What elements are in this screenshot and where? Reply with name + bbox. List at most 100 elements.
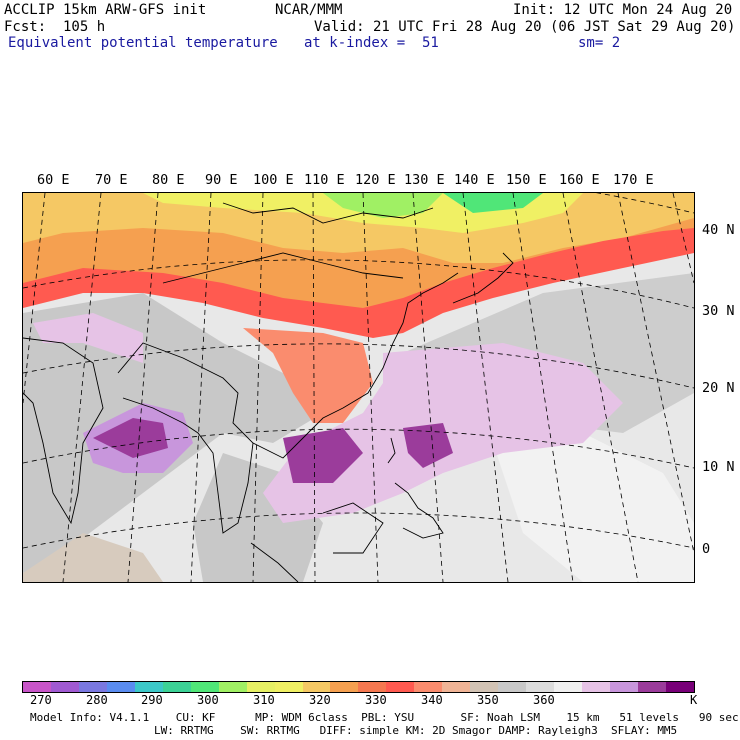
colorbar-tick-label: 290: [141, 693, 163, 707]
colorbar-swatch: [610, 682, 638, 692]
colorbar-swatch: [526, 682, 555, 692]
model-info-line2: LW: RRTMG SW: RRTMG DIFF: simple KM: 2D …: [154, 724, 678, 737]
colorbar-swatch: [23, 682, 51, 692]
lon-label: 60 E: [37, 172, 70, 188]
colorbar-swatch: [218, 682, 247, 692]
lat-label: 10 N: [702, 459, 735, 475]
china-coast: [252, 272, 459, 459]
border: [222, 202, 434, 224]
lon-line: [617, 193, 694, 554]
colorbar-unit-label: K: [690, 693, 698, 707]
map-panel: [22, 192, 695, 583]
lon-label: 140 E: [454, 172, 495, 188]
lon-line: [252, 193, 264, 582]
colorbar-swatch: [442, 682, 471, 692]
colorbar-swatch: [637, 682, 666, 692]
borneo-coast: [322, 502, 384, 554]
colorbar-tick-label: 280: [86, 693, 108, 707]
colorbar-tick-label: 360: [533, 693, 555, 707]
gray-350-region: [23, 293, 363, 573]
colorbar-tick-label: 270: [30, 693, 52, 707]
lon-line: [127, 193, 159, 582]
valid-time: Valid: 21 UTC Fri 28 Aug 20 (06 JST Sat …: [314, 19, 736, 35]
moist-region-360: [33, 313, 143, 363]
colorbar: [22, 681, 695, 693]
lon-line: [190, 193, 212, 582]
level-label: at k-index = 51: [304, 35, 439, 51]
lon-line: [512, 193, 574, 582]
lon-line: [312, 193, 316, 582]
colorbar-swatch: [162, 682, 191, 692]
philippines-south: [394, 482, 444, 539]
colorbar-swatch: [582, 682, 611, 692]
colorbar-swatch: [106, 682, 135, 692]
light-region: [493, 433, 694, 582]
lat-label: 30 N: [702, 303, 735, 319]
colorbar-swatch: [665, 682, 694, 692]
cool-patch-290: [443, 193, 543, 213]
lon-line: [62, 193, 102, 582]
colorbar-swatch: [190, 682, 219, 692]
colorbar-swatch: [246, 682, 275, 692]
lon-label: 130 E: [404, 172, 445, 188]
lat-line: [23, 343, 694, 389]
graticule: [23, 193, 694, 582]
colorbar-swatch: [358, 682, 387, 692]
colorbar-swatch: [330, 682, 359, 692]
lon-label: 90 E: [205, 172, 238, 188]
gray-350-region: [403, 273, 694, 433]
moist-core-380: [283, 428, 363, 483]
lat-line: [595, 193, 694, 214]
forecast-hour: Fcst: 105 h: [4, 19, 106, 35]
smoothing-label: sm= 2: [578, 35, 621, 51]
lon-label: 110 E: [304, 172, 345, 188]
model-title: ACCLIP 15km ARW-GFS init: [4, 2, 207, 18]
lon-label: 80 E: [152, 172, 185, 188]
lat-line: [23, 512, 694, 549]
lat-line: [23, 428, 694, 469]
colorbar-swatch: [414, 682, 443, 692]
colorbar-swatch: [134, 682, 163, 692]
philippines-coast: [387, 437, 396, 464]
coastlines: [23, 202, 514, 582]
lon-label: 150 E: [506, 172, 547, 188]
lon-label: 100 E: [253, 172, 294, 188]
lon-label: 70 E: [95, 172, 128, 188]
lon-label: 170 E: [613, 172, 654, 188]
lon-line: [412, 193, 444, 582]
model-info-line1: Model Info: V4.1.1 CU: KF MP: WDM 6class…: [30, 711, 739, 724]
lon-line: [23, 193, 46, 404]
theta-e-field-map: [23, 193, 694, 582]
india-coast: [23, 337, 104, 525]
lat-label: 20 N: [702, 380, 735, 396]
colorbar-swatch: [78, 682, 107, 692]
japan-coast: [452, 252, 514, 304]
colorbar-swatch: [302, 682, 331, 692]
lon-line: [362, 193, 379, 582]
lat-label: 40 N: [702, 222, 735, 238]
tan-region: [23, 533, 163, 582]
border: [162, 252, 404, 284]
lon-line: [562, 193, 639, 582]
colorbar-tick-label: 320: [309, 693, 331, 707]
sumatra-coast: [250, 542, 299, 582]
field-name: Equivalent potential temperature: [8, 35, 278, 51]
cool-patch-300: [323, 193, 443, 218]
colorbar-swatch: [554, 682, 583, 692]
colorbar-swatch: [274, 682, 303, 692]
lon-line: [672, 193, 694, 284]
colorbar-swatch: [498, 682, 527, 692]
lat-line: [23, 259, 694, 309]
colorbar-tick-label: 350: [477, 693, 499, 707]
colorbar-tick-label: 340: [421, 693, 443, 707]
lon-label: 160 E: [559, 172, 600, 188]
lat-label: 0: [702, 541, 711, 557]
institution-label: NCAR/MMM: [275, 2, 343, 18]
bay-of-bengal-coast: [117, 342, 254, 534]
moist-core-380: [403, 423, 453, 468]
colorbar-swatch: [386, 682, 415, 692]
colorbar-swatch: [470, 682, 499, 692]
lon-label: 120 E: [355, 172, 396, 188]
init-time: Init: 12 UTC Mon 24 Aug 20: [513, 2, 733, 18]
colorbar-swatch: [50, 682, 79, 692]
